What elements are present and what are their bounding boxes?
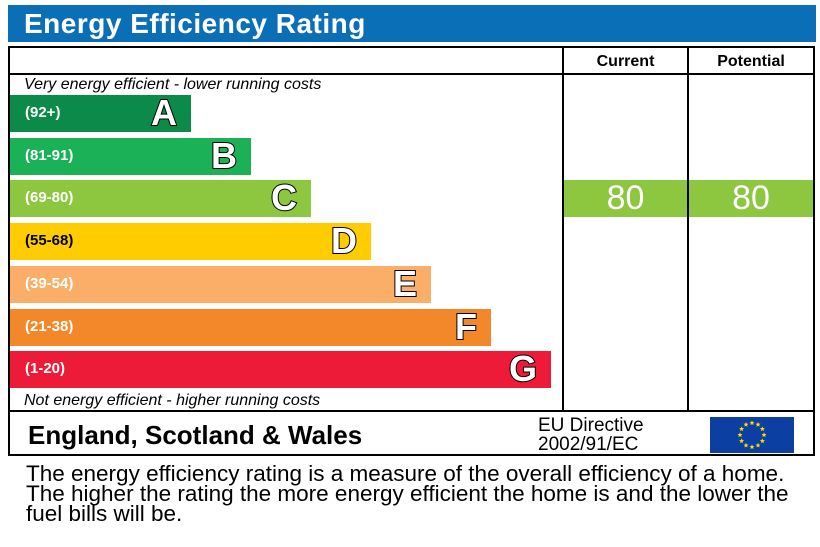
eu-star-icon	[743, 422, 749, 427]
band-d: (55-68) D	[10, 219, 371, 262]
current-column-header: Current	[596, 53, 655, 70]
band-letter-g: G	[508, 347, 538, 390]
eu-directive: EU Directive 2002/91/EC	[538, 416, 644, 454]
band-f: (21-38) F	[10, 305, 491, 348]
potential-column-header: Potential	[717, 53, 785, 70]
eu-star-icon	[743, 442, 749, 448]
band-range-c: (69-80)	[25, 189, 74, 206]
band-a: (92+) A	[10, 91, 191, 134]
eu-star-icon	[759, 426, 765, 432]
eu-directive-line2: 2002/91/EC	[538, 434, 639, 455]
top-caption: Very energy efficient - lower running co…	[24, 76, 322, 93]
band-letter-c: C	[270, 176, 298, 219]
eu-star-icon	[749, 420, 755, 426]
current-column-divider	[562, 46, 564, 411]
band-range-f: (21-38)	[25, 318, 74, 335]
band-range-b: (81-91)	[25, 147, 74, 164]
footer-divider	[8, 410, 815, 412]
eu-star-icon	[755, 422, 761, 427]
potential-score: 80	[689, 180, 813, 217]
eu-star-icon	[755, 442, 761, 448]
eu-star-icon	[759, 438, 765, 444]
eu-star-icon	[737, 432, 743, 438]
eu-star-icon	[761, 432, 767, 438]
description-text: The energy efficiency rating is a measur…	[26, 461, 789, 526]
band-letter-d: D	[330, 219, 358, 262]
band-letter-b: B	[210, 134, 238, 177]
eu-star-icon	[739, 438, 745, 444]
title-bar: Energy Efficiency Rating	[8, 5, 816, 42]
band-range-e: (39-54)	[25, 275, 74, 292]
band-range-d: (55-68)	[25, 232, 74, 249]
band-letter-f: F	[454, 305, 478, 348]
eu-flag-icon	[710, 417, 794, 453]
band-range-g: (1-20)	[25, 360, 66, 377]
eu-star-icon	[749, 444, 755, 450]
band-range-a: (92+)	[25, 104, 61, 121]
page-title: Energy Efficiency Rating	[24, 8, 366, 39]
band-letter-a: A	[150, 91, 178, 134]
eu-star-icon	[739, 426, 745, 432]
current-score: 80	[564, 180, 687, 217]
rating-chart-frame	[8, 46, 815, 456]
bottom-caption: Not energy efficient - higher running co…	[24, 392, 321, 409]
potential-column-divider	[687, 46, 689, 411]
band-g: (1-20) G	[10, 347, 551, 390]
band-letter-e: E	[392, 262, 418, 305]
eu-directive-line1: EU Directive	[538, 415, 644, 436]
band-c: (69-80) C	[10, 176, 311, 219]
band-b: (81-91) B	[10, 134, 251, 177]
header-divider	[8, 73, 815, 75]
band-e: (39-54) E	[10, 262, 431, 305]
region-label: England, Scotland & Wales	[28, 420, 363, 450]
